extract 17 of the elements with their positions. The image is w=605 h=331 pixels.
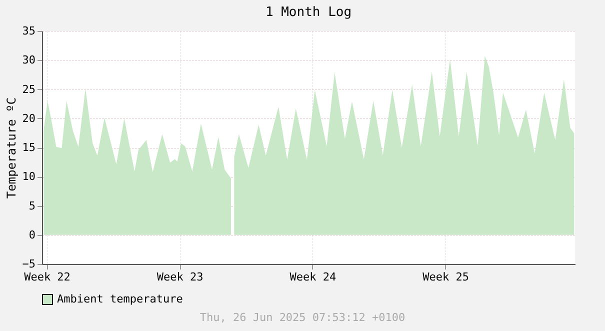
y-tick-label: 5 xyxy=(28,199,36,212)
y-tick-label: 35 xyxy=(22,24,36,38)
x-tick-label: Week 25 xyxy=(422,270,469,284)
y-axis-title: Temperature ºC xyxy=(4,97,18,199)
y-tick-label: 20 xyxy=(22,112,36,125)
y-tick-label: 0 xyxy=(28,228,36,242)
y-tick-label: 30 xyxy=(22,54,36,67)
y-tick-label: 25 xyxy=(22,82,36,96)
chart-title: 1 Month Log xyxy=(265,5,352,20)
text: Thu, 26 Jun 2025 07:53:12 +0100 xyxy=(198,311,406,324)
x-tick-label: Week 22 xyxy=(24,270,70,284)
y-tick-label: 10 xyxy=(22,170,36,184)
y-tick-label: 15 xyxy=(22,141,36,154)
x-tick-label: Week 23 xyxy=(156,270,204,284)
x-tick-label: Week 24 xyxy=(290,270,337,284)
y-tick-label: −5 xyxy=(22,258,36,270)
legend-label: Ambient temperature xyxy=(57,292,183,306)
